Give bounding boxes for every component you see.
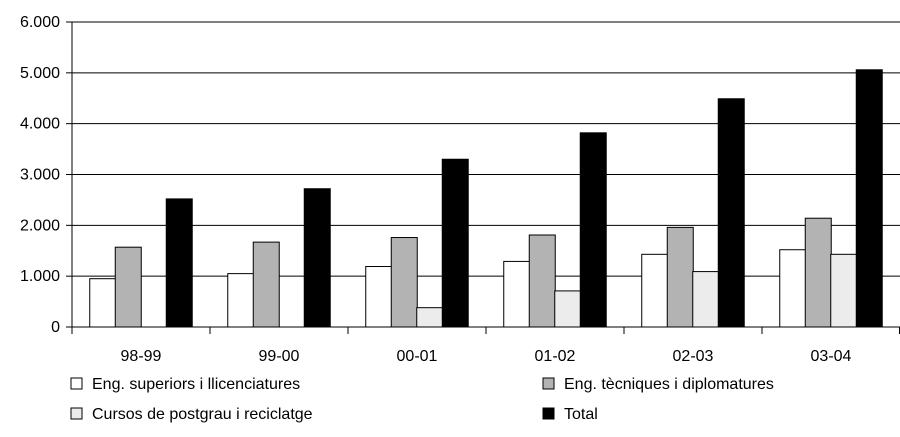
bar-cursos-de-postgrau-i-reciclatge-02-03 [692, 271, 720, 328]
y-tick-label: 5.000 [20, 65, 60, 82]
x-tick-label: 01-02 [535, 348, 576, 365]
gridlines [72, 21, 900, 277]
bar-eng-superiors-i-llicenciatures-01-02 [503, 260, 531, 328]
bar-total-99-00 [303, 188, 331, 328]
bar-eng-superiors-i-llicenciatures-99-00 [227, 273, 255, 328]
bar-eng-superiors-i-llicenciatures-98-99 [89, 278, 117, 328]
legend-swatch [542, 377, 555, 390]
bar-total-02-03 [717, 98, 745, 328]
legend-swatch [70, 377, 83, 390]
bar-cursos-de-postgrau-i-reciclatge-00-01 [416, 307, 444, 328]
bar-cursos-de-postgrau-i-reciclatge-03-04 [830, 253, 858, 328]
bar-eng-superiors-i-llicenciatures-00-01 [365, 266, 393, 328]
bar-eng-t-cniques-i-diplomatures-02-03 [666, 226, 694, 328]
bar-total-00-01 [441, 158, 469, 328]
legend-label: Eng. tècniques i diplomatures [564, 376, 774, 393]
legend-label: Eng. superiors i llicenciatures [92, 376, 300, 393]
bar-eng-superiors-i-llicenciatures-02-03 [641, 253, 669, 328]
bar-eng-t-cniques-i-diplomatures-00-01 [390, 237, 418, 328]
legend: Eng. superiors i llicenciatures Eng. tècn… [70, 376, 774, 423]
y-tick-label: 4.000 [20, 116, 60, 133]
legend-swatch [70, 407, 83, 420]
bar-eng-superiors-i-llicenciatures-03-04 [779, 249, 807, 328]
bar-total-98-99 [165, 198, 193, 328]
bar-total-03-04 [855, 69, 883, 328]
bar-eng-t-cniques-i-diplomatures-01-02 [528, 234, 556, 328]
bar-total-01-02 [579, 132, 607, 328]
legend-swatch [542, 407, 555, 420]
y-axis-ticks: 0 1.000 2.000 3.000 4.000 5.000 6.000 [20, 14, 72, 336]
y-tick-label: 0 [51, 319, 60, 336]
x-tick-label: 03-04 [811, 348, 852, 365]
legend-label: Cursos de postgrau i reciclatge [92, 406, 313, 423]
x-tick-label: 99-00 [259, 348, 300, 365]
bar-cursos-de-postgrau-i-reciclatge-01-02 [554, 290, 582, 328]
y-tick-label: 1.000 [20, 268, 60, 285]
x-tick-label: 02-03 [673, 348, 714, 365]
bar-eng-t-cniques-i-diplomatures-03-04 [804, 217, 832, 328]
bar-eng-t-cniques-i-diplomatures-99-00 [252, 241, 280, 328]
x-tick-label: 98-99 [121, 348, 162, 365]
y-tick-label: 6.000 [20, 14, 60, 31]
legend-label: Total [564, 406, 598, 423]
y-tick-label: 3.000 [20, 167, 60, 184]
x-axis-ticks: 98-99 99-00 00-01 01-02 02-03 03-04 [71, 327, 900, 365]
bars [89, 69, 883, 328]
bar-eng-t-cniques-i-diplomatures-98-99 [114, 246, 142, 328]
y-tick-label: 2.000 [20, 217, 60, 234]
x-tick-label: 00-01 [397, 348, 438, 365]
